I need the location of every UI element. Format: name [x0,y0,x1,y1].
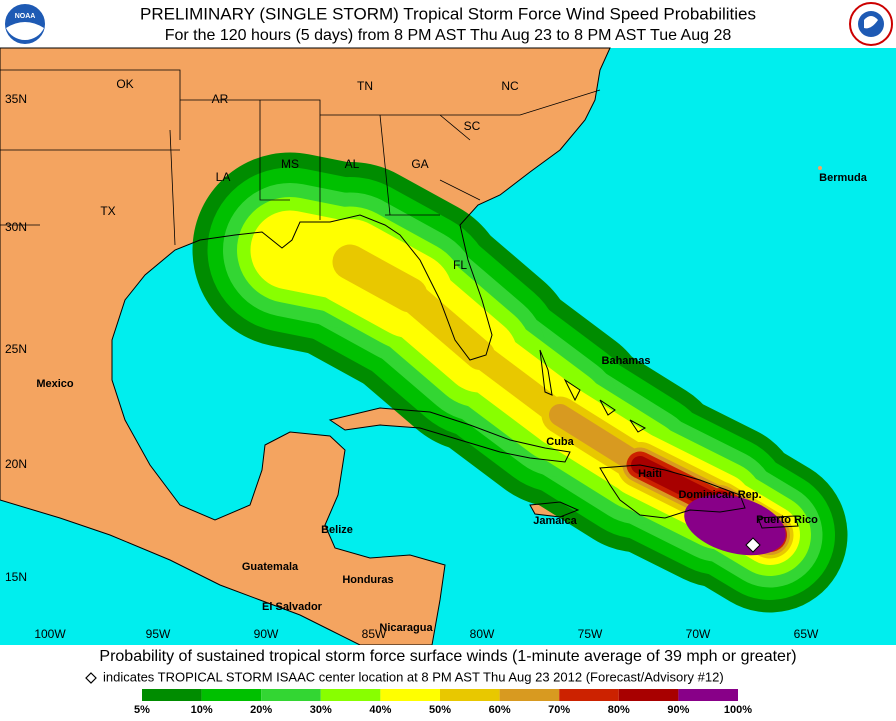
coastline [539,349,647,433]
legend-label: 60% [489,704,511,716]
map-labels: OK AR TN NC SC LA MS AL GA TX FL Bermuda Bahamas Mexi… [36,77,867,634]
region-label: Honduras [342,574,393,586]
legend: 5% 10% 20% 30% 40% 50% 60% 70% 80% 90% 100% [134,689,752,716]
region-label: Mexico [36,378,74,390]
state-borders [0,69,601,246]
region-label: SC [464,119,481,133]
coastline [757,515,799,529]
latitude-label: 25N [5,342,27,356]
legend-swatch [201,689,262,701]
legend-label: 50% [429,704,451,716]
region-label: Haiti [638,468,662,480]
longitude-label: 90W [254,627,279,641]
region-label: AL [345,157,360,171]
region-label: Belize [321,524,353,536]
region-label: MS [281,157,299,171]
subtitle: For the 120 hours (5 days) from 8 PM AST… [165,27,732,44]
footer-bg [0,645,896,716]
region-label: Dominican Rep. [678,489,761,501]
region-label: LA [216,170,231,184]
legend-swatch [261,689,321,701]
svg-text:NOAA: NOAA [15,13,36,20]
longitude-label: 100W [34,627,66,641]
legend-label: 30% [310,704,332,716]
legend-swatch [320,689,381,701]
legend-label: 10% [191,704,213,716]
legend-label: 40% [369,704,391,716]
legend-swatch [678,689,738,701]
region-label: El Salvador [262,601,323,613]
legend-swatch [559,689,619,701]
longitude-label: 70W [686,627,711,641]
region-label: Bermuda [819,172,868,184]
storm-center-marker [745,537,761,553]
legend-swatch [499,689,560,701]
legend-label: 20% [250,704,272,716]
region-label: TN [357,79,373,93]
header-bg [0,0,896,48]
legend-swatch [142,689,202,701]
swath-band [332,244,428,313]
legend-swatch [440,689,500,701]
graticule-labels: 35N 30N 25N 20N 15N 100W 95W 90W 85W 80W 75W 70W 65W [5,92,819,641]
coastline [599,464,746,519]
longitude-label: 75W [578,627,603,641]
region-label: NC [501,79,519,93]
noaa-logo: NOAA [3,2,47,46]
legend-swatch [618,689,679,701]
coastline [529,501,580,518]
latitude-label: 30N [5,220,27,234]
swath-band [549,404,651,476]
region-label: AR [212,92,229,106]
legend-label: 90% [667,704,689,716]
title: PRELIMINARY (SINGLE STORM) Tropical Stor… [140,4,756,23]
region-label: TX [100,204,115,218]
legend-label: 70% [548,704,570,716]
region-label: Jamaica [533,515,577,527]
region-label: FL [453,258,467,272]
legend-label: 5% [134,704,150,716]
swath-band [467,342,573,428]
region-label: Puerto Rico [756,514,818,526]
region-label: GA [411,157,428,171]
coastline [328,407,571,463]
region-label: Nicaragua [379,622,433,634]
nws-logo [849,2,893,46]
longitude-label: 65W [794,627,819,641]
region-label: OK [116,77,133,91]
caption: Probability of sustained tropical storm … [99,648,796,665]
legend-swatch [380,689,440,701]
legend-label: 100% [724,704,752,716]
latitude-label: 35N [5,92,27,106]
region-label: Guatemala [242,561,299,573]
latitude-label: 20N [5,457,27,471]
longitude-label: 95W [146,627,171,641]
region-label: Cuba [546,436,574,448]
longitude-label: 85W [362,627,387,641]
region-label: Bahamas [602,355,651,367]
longitude-label: 80W [470,627,495,641]
latitude-label: 15N [5,570,27,584]
probability-swath [192,152,848,613]
note-marker [85,672,97,684]
swath-core [684,494,786,556]
legend-label: 80% [608,704,630,716]
note: indicates TROPICAL STORM ISAAC center lo… [103,669,724,684]
